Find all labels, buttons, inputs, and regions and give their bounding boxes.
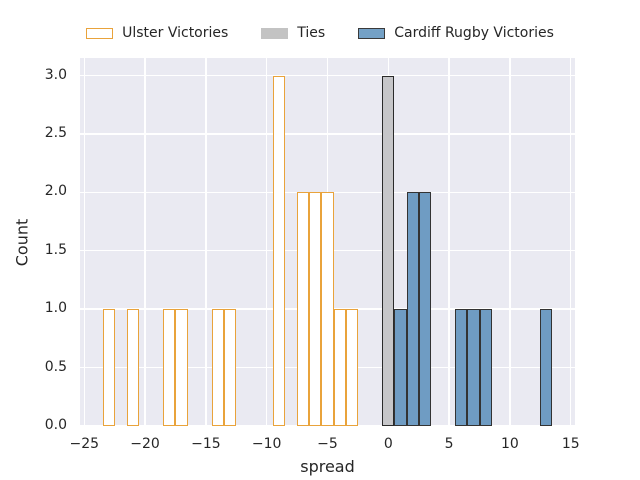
y-tick-label: 2.0 [44, 183, 67, 200]
x-gridline [265, 58, 268, 426]
x-axis-label: spread [300, 457, 355, 476]
x-tick-label: 10 [501, 436, 519, 452]
x-gridline [509, 58, 511, 426]
histogram-bar [333, 309, 346, 426]
y-tick-label: 0.0 [44, 417, 67, 433]
x-tick-label: −5 [317, 436, 338, 452]
legend-item-ulster-victories: Ulster Victories [86, 25, 228, 42]
y-tick-label: 2.5 [44, 124, 67, 141]
histogram-bar [455, 309, 468, 426]
cardiff-victories-swatch-icon [358, 28, 386, 39]
histogram-bar [540, 309, 553, 426]
legend-item-ties: Ties [261, 25, 325, 42]
histogram-bar [345, 309, 358, 426]
y-gridline [80, 133, 575, 135]
histogram-bar [418, 192, 431, 426]
histogram-bar [406, 192, 419, 426]
ulster-victories-swatch-icon [86, 28, 114, 39]
histogram-bar [163, 309, 176, 426]
histogram-bar [467, 309, 480, 426]
x-tick-label: −25 [69, 436, 100, 452]
x-gridline [144, 58, 146, 426]
x-gridline [570, 58, 572, 426]
legend-label-ties: Ties [297, 25, 326, 41]
legend-label-ulster-victories: Ulster Victories [122, 25, 229, 41]
histogram-bar [479, 309, 492, 426]
x-tick-label: 15 [561, 436, 580, 452]
y-tick-label: 1.0 [44, 300, 67, 317]
x-tick-label: −15 [191, 436, 221, 452]
ties-swatch-icon [261, 28, 289, 39]
y-gridline [80, 191, 575, 194]
legend-label-cardiff-victories: Cardiff Rugby Victories [394, 25, 554, 41]
x-tick-label: −10 [251, 436, 282, 452]
histogram-bar [394, 309, 407, 426]
histogram-bar [309, 192, 322, 426]
y-tick-label: 1.5 [44, 241, 67, 258]
histogram-bar [126, 309, 139, 426]
histogram-bar [382, 75, 395, 426]
histogram-bar [211, 309, 225, 426]
plot-area [80, 58, 575, 427]
histogram-bar [297, 192, 310, 426]
histogram-bar [102, 309, 115, 426]
x-gridline [448, 58, 450, 426]
histogram-bar [175, 309, 188, 426]
legend-item-cardiff-victories: Cardiff Rugby Victories [358, 25, 554, 42]
x-tick-label: −20 [130, 436, 160, 452]
y-tick-label: 0.5 [44, 358, 67, 375]
x-gridline [83, 58, 85, 426]
x-tick-label: 0 [383, 436, 393, 452]
y-gridline [80, 74, 575, 77]
y-tick-label: 3.0 [44, 66, 67, 83]
histogram-bar [321, 192, 334, 426]
histogram-bar [224, 309, 237, 426]
histogram-bar [272, 75, 285, 426]
x-gridline [205, 58, 207, 426]
legend: Ulster Victories Ties Cardiff Rugby Vict… [0, 25, 640, 42]
x-tick-label: 5 [444, 436, 454, 452]
